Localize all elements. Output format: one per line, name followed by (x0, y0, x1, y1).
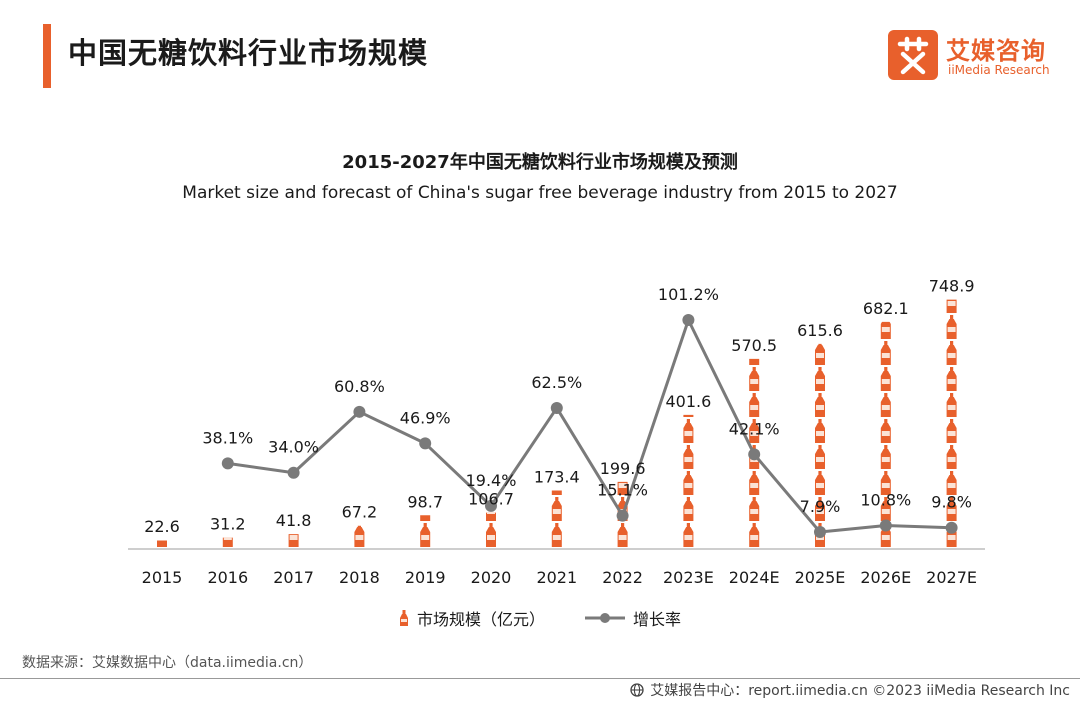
bar-value-label: 615.6 (797, 321, 843, 340)
growth-label: 19.4% (466, 471, 517, 490)
growth-point-2022 (616, 509, 629, 522)
bar-2016 (222, 537, 233, 547)
growth-label: 9.8% (931, 493, 972, 512)
x-tick-label: 2025E (795, 568, 846, 587)
bar-value-label: 41.8 (276, 511, 312, 530)
bar-value-label: 570.5 (731, 336, 777, 355)
growth-line (227, 318, 952, 534)
x-tick-label: 2026E (860, 568, 911, 587)
bar-2021 (551, 490, 562, 547)
growth-point-2017 (287, 466, 300, 479)
growth-point-2019 (419, 437, 432, 450)
growth-label: 42.1% (729, 419, 780, 438)
data-source: 数据来源：艾媒数据中心（data.iimedia.cn） (22, 655, 313, 671)
growth-point-2020 (485, 499, 497, 512)
brand-name-cn: 艾媒咨询 (946, 37, 1046, 65)
bar-value-label: 682.1 (863, 299, 909, 318)
bar-value-label: 31.2 (210, 515, 246, 534)
x-tick-label: 2016 (207, 568, 248, 587)
data-labels: 38.1% 34.0% 60.8% 46.9% 19.4% 62.5% 15.1% 101.2… (144, 277, 974, 536)
growth-label: 38.1% (202, 428, 253, 447)
x-tick-label: 2020 (471, 568, 512, 587)
growth-line-series (221, 314, 958, 539)
legend-item-growth: 增长率 (585, 606, 681, 630)
bar-series (157, 299, 957, 547)
growth-point-2018 (353, 405, 366, 418)
chart-subtitle: Market size and forecast of China's suga… (182, 183, 898, 203)
x-tick-label: 2023E (663, 568, 714, 587)
bar-value-label: 22.6 (144, 517, 180, 536)
legend: 市场规模（亿元） 增长率 (0, 606, 1080, 630)
x-tick-label: 2024E (729, 568, 780, 587)
bar-2026E (880, 321, 891, 547)
bar-2019 (420, 515, 431, 547)
growth-point-2024E (748, 448, 761, 461)
chart-title: 2015-2027年中国无糖饮料行业市场规模及预测 (342, 152, 738, 173)
bar-2027E (946, 299, 957, 547)
growth-point-2025E (814, 526, 826, 539)
bar-value-label: 199.6 (600, 459, 646, 478)
bar-2023E (683, 414, 694, 547)
x-tick-label: 2022 (602, 568, 643, 587)
x-tick-label: 2021 (536, 568, 577, 587)
page-title: 中国无糖饮料行业市场规模 (68, 36, 429, 70)
bar-2015 (157, 540, 167, 547)
growth-label: 34.0% (268, 438, 319, 457)
growth-point-2021 (550, 401, 563, 414)
bar-2024E (749, 358, 760, 547)
line-marker-icon (585, 613, 625, 623)
bar-value-label: 401.6 (665, 392, 711, 411)
title-accent-bar (43, 24, 51, 88)
brand-logo: 艾媒咨询 iiMedia Research (888, 30, 1063, 80)
bottle-icon (399, 610, 408, 626)
footer-divider (0, 678, 1080, 679)
bar-2025E (815, 343, 825, 547)
footer-text: 艾媒报告中心：report.iimedia.cn ©2023 iiMedia R… (650, 683, 1070, 699)
footer: 艾媒报告中心：report.iimedia.cn ©2023 iiMedia R… (630, 680, 1070, 700)
bar-value-label: 106.7 (468, 490, 514, 509)
bar-value-label: 98.7 (407, 492, 443, 511)
x-axis: 2015 2016 2017 2018 2019 2020 2021 2022 2023E 202… (128, 548, 985, 587)
legend-label-market-size: 市场规模（亿元） (416, 610, 545, 629)
growth-label: 60.8% (334, 377, 385, 396)
x-tick-label: 2015 (142, 568, 183, 587)
legend-item-market-size: 市场规模（亿元） (399, 606, 545, 630)
growth-label: 15.1% (597, 481, 648, 500)
bar-2018 (354, 525, 365, 547)
bar-value-label: 67.2 (342, 503, 378, 522)
brand-mark-icon (888, 30, 938, 80)
growth-label: 10.8% (860, 490, 911, 509)
legend-label-growth: 增长率 (633, 610, 682, 629)
growth-point-2027E (945, 521, 958, 534)
growth-point-2016 (221, 457, 234, 470)
growth-label: 7.9% (800, 497, 841, 516)
bar-2020 (486, 512, 496, 547)
bar-2017 (288, 534, 299, 547)
growth-label: 46.9% (400, 408, 451, 427)
bar-value-label: 748.9 (929, 277, 975, 296)
growth-label: 101.2% (658, 285, 719, 304)
growth-point-2023E (682, 314, 695, 326)
chart-canvas: 2015 2016 2017 2018 2019 2020 2021 2022 2023E 202… (128, 277, 985, 587)
x-tick-label: 2019 (405, 568, 446, 587)
x-tick-label: 2027E (926, 568, 977, 587)
brand-name-en: iiMedia Research (948, 63, 1050, 77)
x-tick-label: 2017 (273, 568, 314, 587)
bar-value-label: 173.4 (534, 468, 580, 487)
globe-icon (630, 683, 644, 697)
growth-point-2026E (879, 519, 892, 532)
growth-label: 62.5% (531, 373, 582, 392)
x-tick-label: 2018 (339, 568, 380, 587)
